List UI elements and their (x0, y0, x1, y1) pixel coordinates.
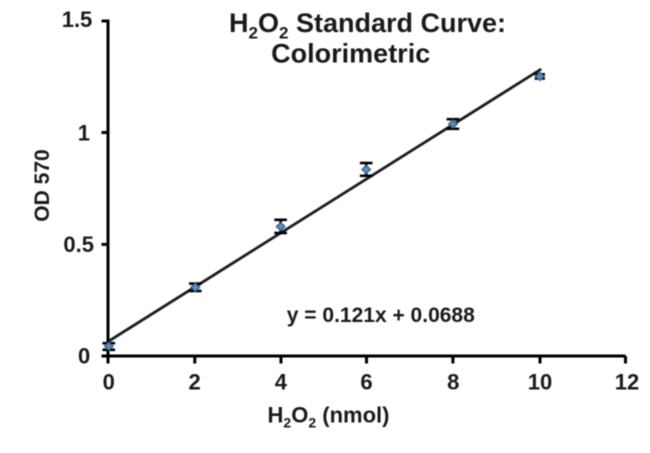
svg-text:y = 0.121x + 0.0688: y = 0.121x + 0.0688 (287, 304, 475, 327)
svg-text:2: 2 (188, 370, 200, 395)
svg-text:0.5: 0.5 (63, 232, 94, 257)
svg-text:H2O2 Standard Curve:: H2O2 Standard Curve: (229, 8, 506, 43)
svg-text:OD 570: OD 570 (31, 149, 54, 221)
svg-text:1.5: 1.5 (62, 7, 93, 32)
svg-text:0: 0 (78, 344, 90, 369)
svg-text:H2O2 (nmol): H2O2 (nmol) (268, 402, 390, 430)
svg-text:1: 1 (78, 120, 90, 145)
svg-text:0: 0 (103, 370, 115, 395)
svg-text:6: 6 (360, 370, 372, 395)
svg-text:Colorimetric: Colorimetric (271, 39, 430, 69)
svg-text:12: 12 (615, 370, 639, 395)
svg-text:10: 10 (528, 370, 552, 395)
svg-text:4: 4 (275, 370, 288, 395)
svg-text:8: 8 (447, 370, 459, 395)
